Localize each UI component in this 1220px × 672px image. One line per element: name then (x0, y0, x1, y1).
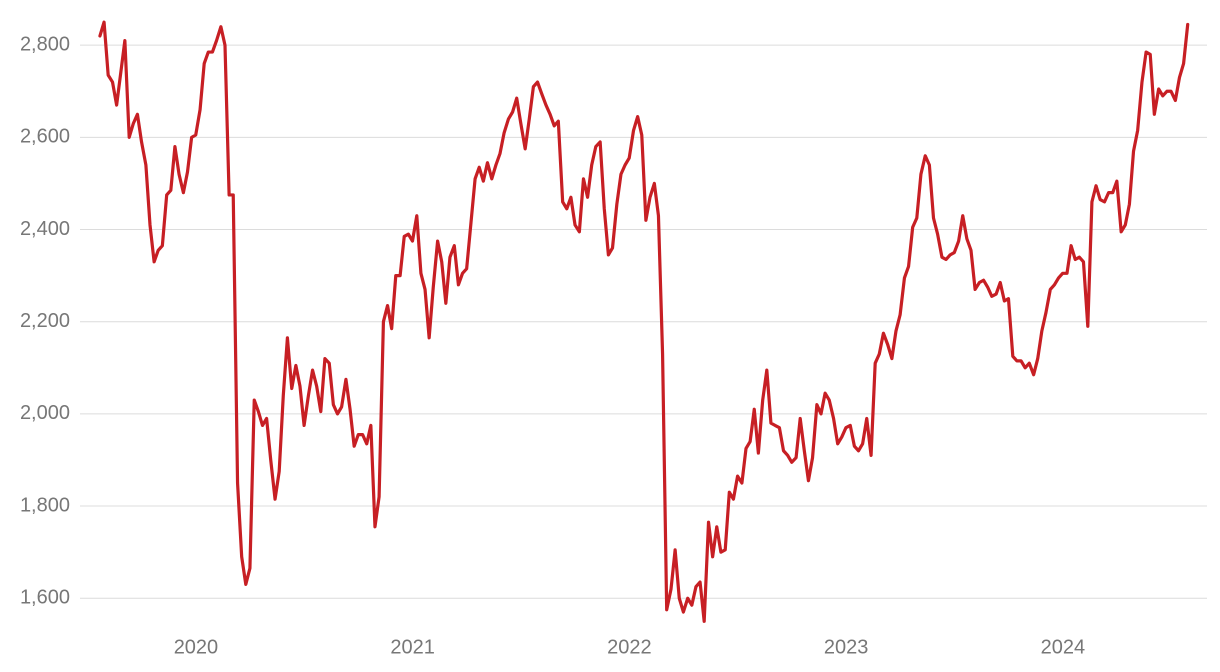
x-tick-label: 2022 (607, 636, 652, 658)
y-tick-label: 2,200 (20, 310, 70, 332)
y-tick-label: 1,600 (20, 587, 70, 609)
y-tick-label: 2,400 (20, 218, 70, 240)
x-tick-label: 2021 (390, 636, 435, 658)
data-line (98, 20, 1190, 623)
x-tick-label: 2023 (824, 636, 869, 658)
x-tick-label: 2020 (174, 636, 219, 658)
x-tick-label: 2024 (1041, 636, 1086, 658)
y-tick-label: 2,000 (20, 402, 70, 424)
y-tick-label: 2,800 (20, 33, 70, 55)
y-tick-label: 2,600 (20, 126, 70, 148)
y-tick-label: 1,800 (20, 494, 70, 516)
